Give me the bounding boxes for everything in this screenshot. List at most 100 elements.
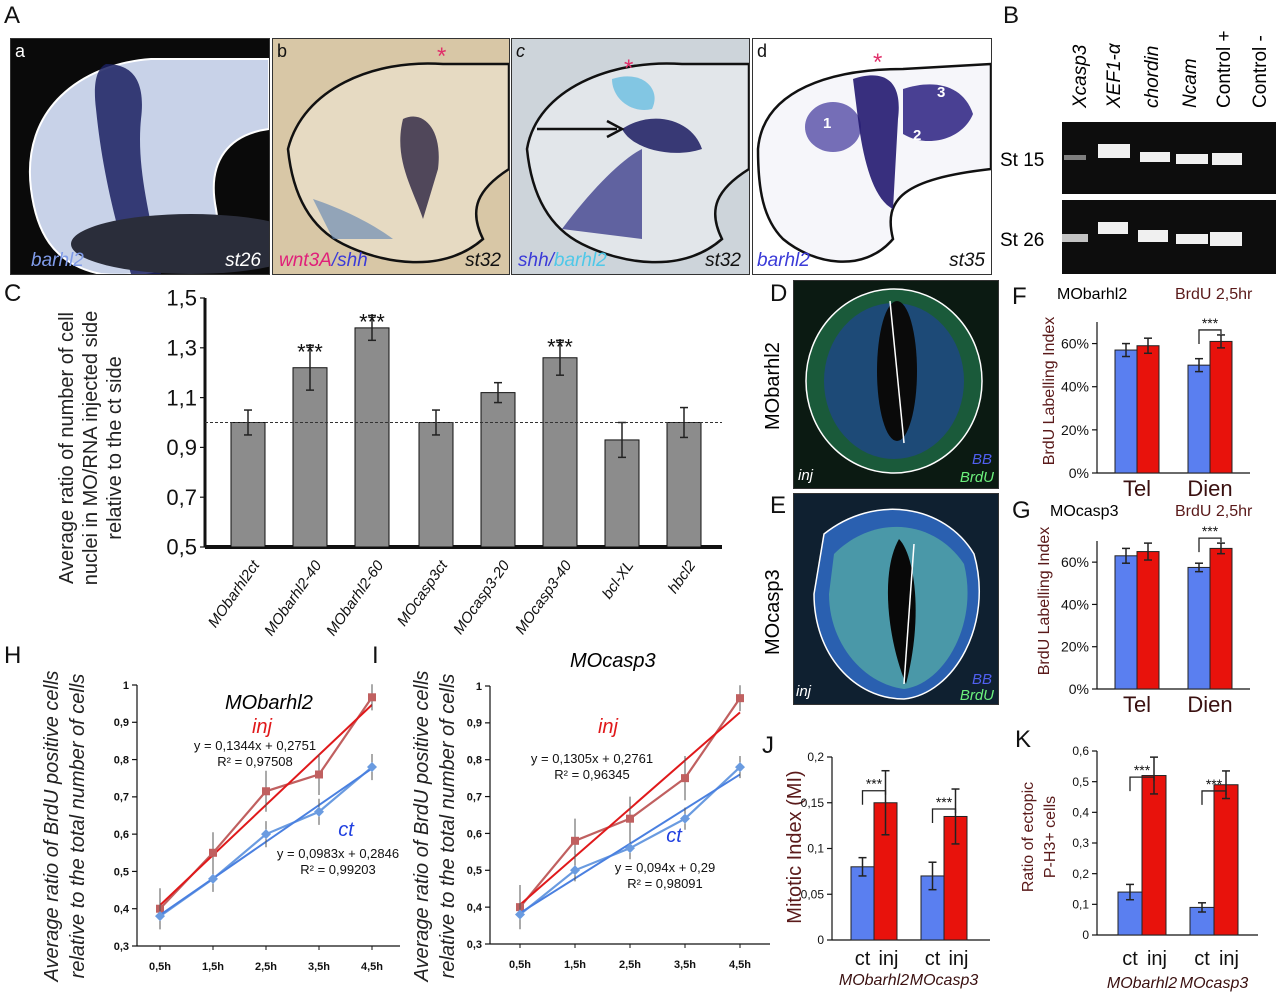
inj-marker <box>209 848 217 857</box>
inj-series-label: inj <box>252 716 273 738</box>
embryo-illustration <box>28 58 269 274</box>
ct-marker <box>155 911 165 922</box>
y-tick-label: 0,8 <box>467 755 482 767</box>
ct-marker <box>625 843 635 854</box>
y-tick-label: 60% <box>1061 335 1089 351</box>
category-label: MObarhl2ct <box>205 557 264 631</box>
gene-label: wnt3A/shh <box>279 250 368 272</box>
significance-label: *** <box>1202 315 1219 331</box>
gene-label: barhl2 <box>757 250 810 271</box>
ct-bar <box>1187 364 1211 474</box>
category-label: hbcl2 <box>665 557 700 597</box>
bar-label-ct: ct <box>925 948 941 970</box>
y-tick-label: 0,6 <box>1072 744 1089 758</box>
significance-bracket <box>1198 329 1222 344</box>
inj-bar <box>1136 345 1160 474</box>
region-1: 1 <box>823 115 832 132</box>
stage-label: st32 <box>465 250 501 271</box>
y-tick-label: 0,5 <box>467 865 482 877</box>
inj-bar <box>1213 784 1239 936</box>
significance-bracket <box>1129 776 1155 792</box>
f-subtitle: BrdU 2,5hr <box>1175 286 1253 303</box>
brdu-label: BrdU <box>959 687 994 704</box>
x-tick-label: 1,5h <box>202 961 224 973</box>
inj-equation: y = 0,1305x + 0,2761 <box>531 751 653 766</box>
panel-letter-d: D <box>770 280 788 307</box>
inj-marker <box>315 770 323 779</box>
category-label: MOcasp3-20 <box>450 557 514 638</box>
panel-letter-j: J <box>762 732 774 759</box>
y-tick-label: 0,7 <box>467 791 482 803</box>
ct-series-label: ct <box>338 819 355 841</box>
ct-marker <box>314 806 324 817</box>
bar <box>292 367 328 548</box>
y-tick-label: 0,6 <box>114 829 129 841</box>
y-tick-label: 0,4 <box>467 902 483 914</box>
y-tick-label: 0,7 <box>166 485 197 510</box>
inj-bar <box>1136 551 1160 690</box>
panel-letter-i: I <box>372 642 379 669</box>
bb-label: BB <box>971 451 992 468</box>
y-tick-label: 0,5 <box>166 535 197 560</box>
row-label: St 15 <box>1000 150 1045 171</box>
y-tick-label: 0,15 <box>801 796 825 810</box>
significance-bracket <box>1201 790 1227 805</box>
category-label: Tel <box>1123 692 1151 717</box>
inj-label: inj <box>798 467 814 484</box>
y-tick-label: 0,4 <box>1072 806 1089 820</box>
brdu-label: BrdU <box>959 469 994 486</box>
bar <box>354 327 390 548</box>
y-tick-label: 0,1 <box>807 842 824 856</box>
panel-letter-a: A <box>4 2 21 29</box>
significance-label: *** <box>359 309 385 334</box>
ct-marker <box>680 813 690 824</box>
bar <box>418 422 454 548</box>
asterisk-marker: * <box>873 49 883 76</box>
x-tick-label: 4,5h <box>361 961 383 973</box>
i-title: MOcasp3 <box>570 650 656 672</box>
category-label: MObarhl2-40 <box>261 557 326 639</box>
h-title: MObarhl2 <box>225 692 313 714</box>
y-tick-label: 0,5 <box>1072 775 1089 789</box>
category-label: MOcasp3-40 <box>512 557 576 638</box>
y-tick-label: 0,4 <box>114 904 130 916</box>
bar <box>666 422 702 548</box>
panel-letter-k: K <box>1015 726 1032 753</box>
category-label: MOcasp3ct <box>394 557 452 630</box>
inj-bar <box>1141 775 1167 936</box>
x-tick-label: 0,5h <box>149 961 171 973</box>
bar-label-inj: inj <box>948 948 968 970</box>
y-tick-label: 40% <box>1061 596 1089 612</box>
y-tick-label: 0,9 <box>166 435 197 460</box>
y-tick-label: 0,8 <box>114 754 129 766</box>
asterisk-marker: * <box>624 55 634 82</box>
bar-label-ct: ct <box>1122 948 1138 970</box>
sub-letter: c <box>516 41 525 61</box>
in-situ-image-b: b * wnt3A/shh st32 <box>272 38 510 275</box>
y-tick-label: 0,3 <box>1072 836 1089 850</box>
bar-label-inj: inj <box>1219 948 1239 970</box>
ct-bar <box>850 866 875 941</box>
y-tick-label: 60% <box>1061 554 1089 570</box>
ct-series-label: ct <box>666 825 683 847</box>
ct-equation: y = 0,0983x + 0,2846 <box>277 846 399 861</box>
y-tick-label: 20% <box>1061 639 1089 655</box>
inj-series-label: inj <box>598 716 619 738</box>
inj-equation: y = 0,1344x + 0,2751 <box>194 738 316 753</box>
neural-tube-section <box>813 508 980 700</box>
inj-marker <box>368 693 376 702</box>
bar <box>542 357 578 548</box>
stage-label: st32 <box>705 250 741 271</box>
embryo-illustration <box>286 62 509 264</box>
y-tick-label: 0,3 <box>114 941 129 953</box>
group-label: MObarhl2 <box>839 972 909 989</box>
inj-marker <box>262 787 270 796</box>
y-tick-label: 1,1 <box>166 385 197 410</box>
in-situ-image-c: c * shh/barhl2 st32 <box>511 38 750 275</box>
gene-label: barhl2 <box>31 250 84 271</box>
category-label: MObarhl2-60 <box>323 557 388 639</box>
category-label: Tel <box>1123 476 1151 501</box>
panel-letter-h: H <box>4 642 22 669</box>
bar-label-ct: ct <box>1194 948 1210 970</box>
